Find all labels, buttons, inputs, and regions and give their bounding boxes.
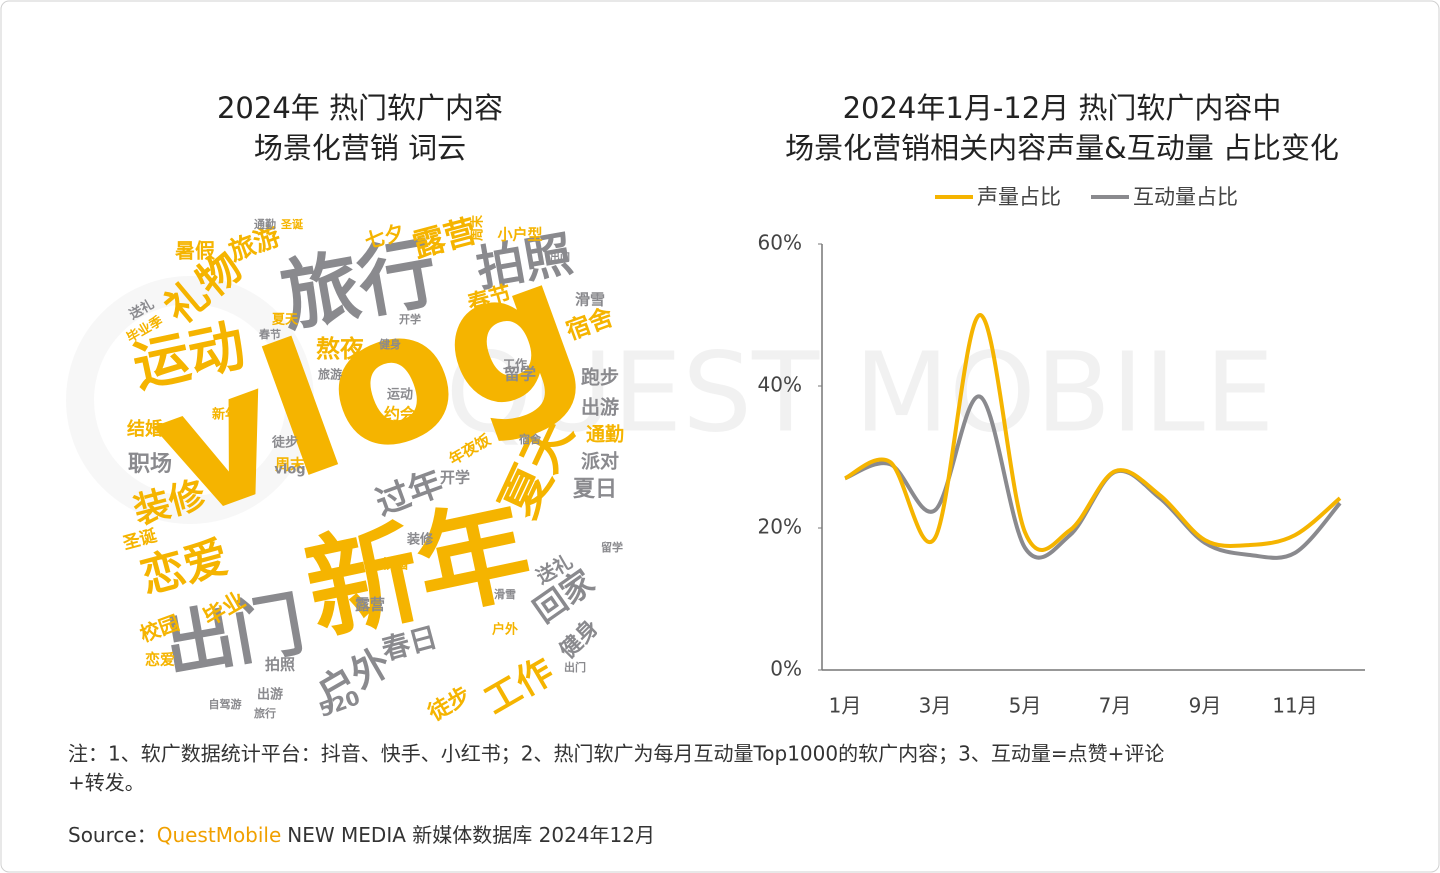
note: 注：1、软广数据统计平台：抖音、快手、小红书；2、热门软广为每月互动量Top10… <box>68 742 1164 766</box>
cloud-word: 拍照 <box>265 656 295 674</box>
cloud-word: 开学 <box>399 312 421 326</box>
cloud-word: 圣诞 <box>280 217 304 231</box>
cloud-word: 暑假 <box>175 239 216 263</box>
legend-label: 声量占比 <box>977 185 1061 209</box>
cloud-word: 健身 <box>379 337 401 351</box>
cloud-word: 新年 <box>212 407 238 423</box>
cloud-word: 夏日 <box>573 477 617 502</box>
left-title: 2024年 热门软广内容 <box>217 91 503 125</box>
y-tick-label: 20% <box>758 515 802 539</box>
line-chart: 0% 20% 40% 60% 1月 3月 5月 7月 9月 11月 声量占比 互动量占比 <box>758 185 1365 718</box>
series-line <box>844 394 1342 560</box>
cloud-word: 留学 <box>504 365 536 384</box>
cloud-word: 出门 <box>564 660 586 674</box>
cloud-word: 约会 <box>384 405 416 424</box>
cloud-word: 户外 <box>492 622 518 638</box>
y-tick-label: 40% <box>758 373 802 397</box>
cloud-word: 宿舍 <box>519 432 542 446</box>
source-text: NEW MEDIA 新媒体数据库 2024年12月 <box>287 823 655 847</box>
cloud-word: 运动 <box>387 388 413 403</box>
cloud-word: 校园 <box>382 557 408 573</box>
x-tick-label: 1月 <box>829 694 862 718</box>
cloud-word: 出游 <box>257 687 283 703</box>
y-tick-label: 0% <box>770 657 802 681</box>
cloud-word: 滑雪 <box>494 587 516 601</box>
source-brand: QuestMobile <box>157 823 282 847</box>
cloud-word: 职场 <box>128 452 172 477</box>
x-tick-label: 5月 <box>1009 694 1042 718</box>
cloud-word: 通勤 <box>586 423 624 446</box>
cloud-word: 出门 <box>550 251 570 264</box>
cloud-word: 跑步 <box>581 366 619 389</box>
cloud-word: 开学 <box>440 469 470 487</box>
cloud-word: 出游 <box>581 396 619 419</box>
x-tick-label: 3月 <box>919 694 952 718</box>
cloud-word: 自驾游 <box>209 697 242 711</box>
cloud-word: 恋爱 <box>145 651 175 669</box>
chart-title: 2024年1月-12月 热门软广内容中 <box>843 91 1282 125</box>
cloud-word: 夏天 <box>271 313 299 328</box>
cloud-word: 派对 <box>581 450 619 473</box>
cloud-word: 装修 <box>406 532 434 548</box>
cloud-word: 熬夜 <box>316 335 365 363</box>
chart-title: 场景化营销相关内容声量&互动量 占比变化 <box>785 131 1339 165</box>
note: +转发。 <box>68 771 145 795</box>
cloud-word: 周末 <box>275 456 306 474</box>
cloud-word: 露营 <box>355 596 385 614</box>
cloud-word: 周末 <box>470 214 486 241</box>
cloud-word: 滑雪 <box>575 291 605 309</box>
y-tick-label: 60% <box>758 231 802 255</box>
source-label: Source： <box>68 823 157 847</box>
left-title: 场景化营销 词云 <box>254 131 466 165</box>
legend-label: 互动量占比 <box>1133 185 1238 209</box>
watermark-logo <box>66 276 314 524</box>
source: Source：QuestMobile NEW MEDIA 新媒体数据库 2024年… <box>68 823 655 847</box>
x-tick-label: 7月 <box>1099 694 1132 718</box>
x-tick-label: 11月 <box>1272 694 1317 718</box>
cloud-word: 结婚 <box>127 418 163 440</box>
cloud-word: 春节 <box>259 327 281 341</box>
series-line <box>844 312 1342 552</box>
x-tick-label: 9月 <box>1189 694 1222 718</box>
cloud-word: 旅游 <box>318 367 342 382</box>
cloud-word: 旅行 <box>254 706 276 720</box>
cloud-word: 通勤 <box>254 217 276 231</box>
cloud-word: 小户型 <box>497 226 542 244</box>
watermark: QUEST MOBILE <box>446 328 1275 456</box>
cloud-word: 徒步 <box>271 435 298 451</box>
cloud-word: 留学 <box>601 540 623 554</box>
cloud-word: 工作 <box>503 357 527 372</box>
cloud-word: vlog <box>274 463 305 478</box>
